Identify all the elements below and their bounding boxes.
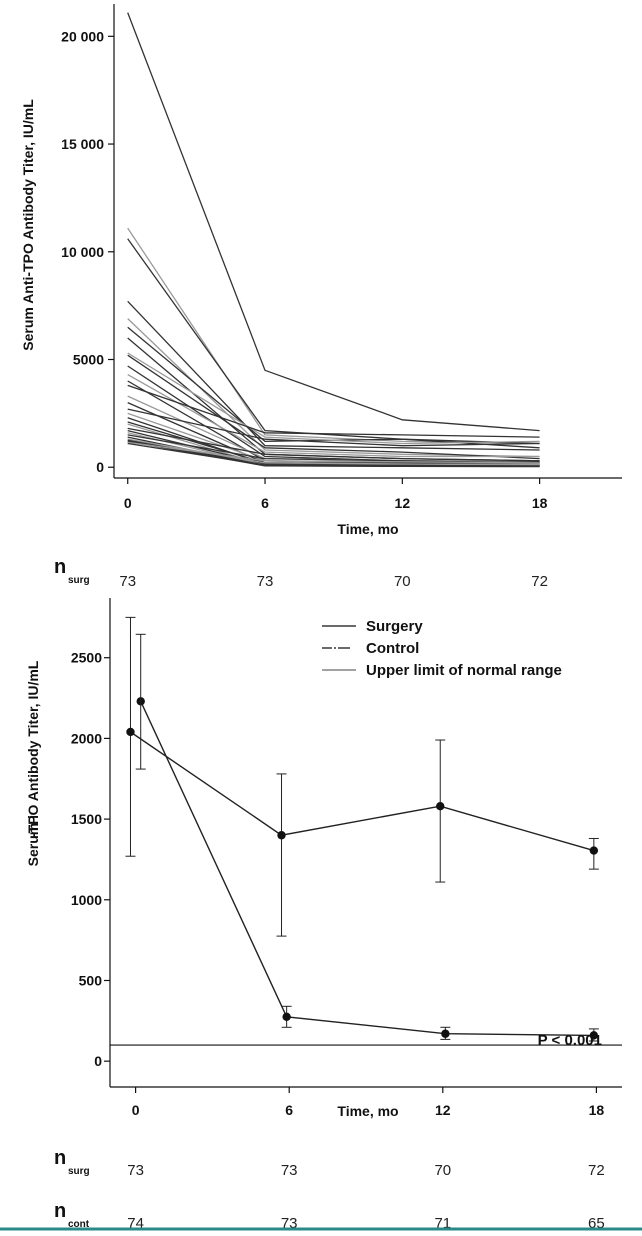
top-y-tick-label: 5000 [73,352,104,368]
n-label: n [54,556,66,578]
n-value: 70 [434,1162,451,1179]
legend-label-control: Control [366,640,419,657]
top-series-line [127,442,540,467]
n-label: n [54,1147,66,1169]
bottom-y-tick-label: 1000 [71,892,102,908]
n-value: 73 [127,1162,144,1179]
top-y-tick-label: 10 000 [61,244,104,260]
top-series-lines [127,12,540,468]
top-x-tick-label: 6 [261,495,269,511]
bottom-y-tick-label: 0 [94,1053,102,1069]
top-series-line [127,408,540,447]
chart-top: 0 5000 10 000 15 000 20 000 0 6 12 18 Time, mo S… [20,4,622,590]
top-series-line [127,441,540,464]
control-point [436,801,445,811]
control-line [130,731,594,852]
top-series-line [127,300,540,451]
bottom-x-tick-label: 12 [435,1102,451,1118]
surgery-point [589,1031,599,1040]
n-value: 73 [257,573,274,590]
surgery-point [441,1029,450,1038]
bottom-x-tick-label: 0 [132,1102,140,1118]
top-x-axis-label: Time, mo [337,521,398,537]
bottom-x-tick-label: 6 [285,1102,293,1118]
control-point [589,846,599,855]
p-value-annotation: P < 0.001 [538,1032,602,1049]
n-value: 70 [394,573,411,590]
top-ticks: 0 5000 10 000 15 000 20 000 0 6 12 18 [61,28,547,511]
top-series-line [127,238,540,449]
legend-label-surgery: Surgery [366,618,423,635]
n-value: 73 [119,573,136,590]
top-series-line [127,374,540,458]
bottom-x-axis-label: Time, mo [337,1103,398,1119]
top-y-tick-label: 15 000 [61,136,104,152]
top-y-tick-label: 20 000 [61,28,104,44]
n-value: 72 [531,573,548,590]
n-value: 73 [281,1162,298,1179]
n-sub-label: cont [68,1219,90,1230]
top-y-tick-label: 0 [96,459,104,475]
bottom-y-axis-label-part1: Serum i [25,815,41,866]
n-sub-label: surg [68,575,90,586]
top-series-line [127,227,540,445]
bottom-y-tick-label: 1500 [71,811,102,827]
bottom-y-tick-label: 500 [79,972,103,988]
top-series-line [127,427,540,462]
bottom-series [125,616,599,1042]
top-series-line [127,352,540,445]
chart-bottom: 0 500 1000 1500 2000 2500 0 6 12 18 Time, mo Seru… [25,598,622,1232]
n-value: 72 [588,1162,605,1179]
legend: Surgery Control Upper limit of normal ra… [322,618,562,679]
bottom-y-tick-label: 2500 [71,650,102,666]
top-x-tick-label: 0 [124,495,132,511]
top-y-axis-label: Serum Anti-TPO Antibody Titer, IU/mL [20,99,36,351]
legend-label-upper-limit: Upper limit of normal range [366,662,562,679]
control-point [126,727,135,737]
surgery-line [140,701,594,1037]
bottom-y-tick-label: 2000 [71,730,102,746]
bottom-x-tick-label: 18 [589,1102,605,1118]
bottom-ticks: 0 500 1000 1500 2000 2500 0 6 12 18 [71,650,605,1118]
top-x-tick-label: 12 [395,495,411,511]
control-point [277,831,286,840]
top-series-line [127,12,540,432]
bottom-y-axis-label-part2: -TPO Antibody Titer, IU/mL [25,660,41,838]
n-label: n [54,1200,66,1222]
top-x-tick-label: 18 [532,495,548,511]
n-sub-label: surg [68,1166,90,1177]
surgery-point [282,1012,291,1021]
top-series-line [127,354,540,460]
top-series-line [127,384,540,438]
